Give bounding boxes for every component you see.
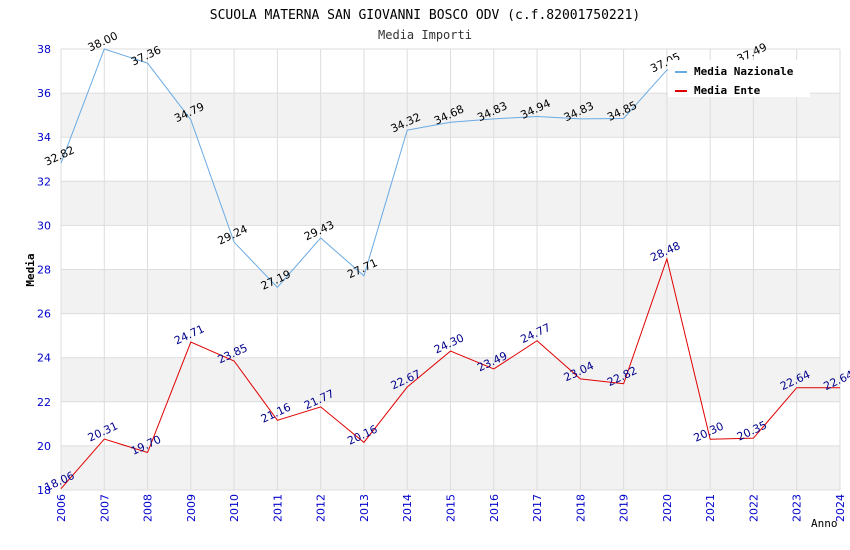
data-label: 32.82	[42, 143, 76, 168]
y-axis-title: Media	[24, 253, 37, 286]
x-tick-label: 2019	[618, 494, 631, 522]
gridlines	[60, 48, 841, 491]
x-axis-ticks: 2006 2007 2008 2009 2010 2011 2012 2013 2014 2015…	[55, 494, 847, 522]
legend-label-media-ente: Media Ente	[694, 84, 761, 97]
y-tick-label: 26	[37, 308, 51, 321]
y-tick-label: 28	[37, 264, 51, 277]
x-tick-label: 2014	[401, 494, 414, 522]
y-tick-label: 22	[37, 396, 51, 409]
y-tick-label: 34	[37, 131, 51, 144]
data-label: 20.30	[692, 420, 726, 445]
y-tick-label: 32	[37, 175, 51, 188]
x-tick-label: 2009	[185, 494, 198, 522]
data-label: 20.35	[735, 418, 769, 443]
legend: Media Nazionale Media Ente	[668, 60, 810, 97]
x-tick-label: 2018	[574, 494, 587, 522]
data-label: 24.77	[519, 321, 553, 346]
x-tick-label: 2008	[142, 494, 155, 522]
chart-subtitle: Media Importi	[378, 28, 472, 42]
data-label: 24.71	[172, 322, 206, 347]
chart-title: SCUOLA MATERNA SAN GIOVANNI BOSCO ODV (c…	[210, 8, 640, 23]
legend-box	[668, 60, 810, 97]
data-label: 29.24	[216, 222, 250, 247]
x-tick-label: 2023	[791, 494, 804, 522]
x-tick-label: 2006	[55, 494, 68, 522]
y-tick-label: 24	[37, 352, 51, 365]
y-axis-ticks: 18 20 22 24 26 28 30 32 34 36 38	[37, 43, 51, 497]
x-tick-label: 2007	[98, 494, 111, 522]
x-tick-label: 2017	[531, 494, 544, 522]
x-tick-label: 2024	[834, 494, 847, 522]
x-tick-label: 2016	[488, 494, 501, 522]
data-label: 37.36	[129, 43, 163, 68]
x-tick-label: 2011	[271, 494, 284, 522]
x-tick-label: 2021	[704, 494, 717, 522]
x-tick-label: 2020	[661, 494, 674, 522]
data-label: 20.16	[345, 423, 379, 448]
y-tick-label: 20	[37, 440, 51, 453]
data-label: 38.00	[86, 29, 120, 54]
x-tick-label: 2012	[315, 494, 328, 522]
y-tick-label: 38	[37, 43, 51, 56]
x-tick-label: 2010	[228, 494, 241, 522]
x-tick-label: 2022	[747, 494, 760, 522]
x-tick-label: 2015	[445, 494, 458, 522]
x-tick-label: 2013	[358, 494, 371, 522]
y-tick-label: 30	[37, 219, 51, 232]
series-line-media-ente	[60, 257, 840, 490]
series-line-media-nazionale	[60, 48, 754, 289]
legend-label-media-nazionale: Media Nazionale	[694, 65, 794, 78]
data-label: 28.48	[648, 239, 682, 264]
data-label: 21.16	[259, 401, 293, 426]
y-tick-label: 36	[37, 87, 51, 100]
series-lines	[60, 48, 840, 490]
x-axis-title: Anno	[811, 517, 838, 530]
y-tick-label: 18	[37, 484, 51, 497]
